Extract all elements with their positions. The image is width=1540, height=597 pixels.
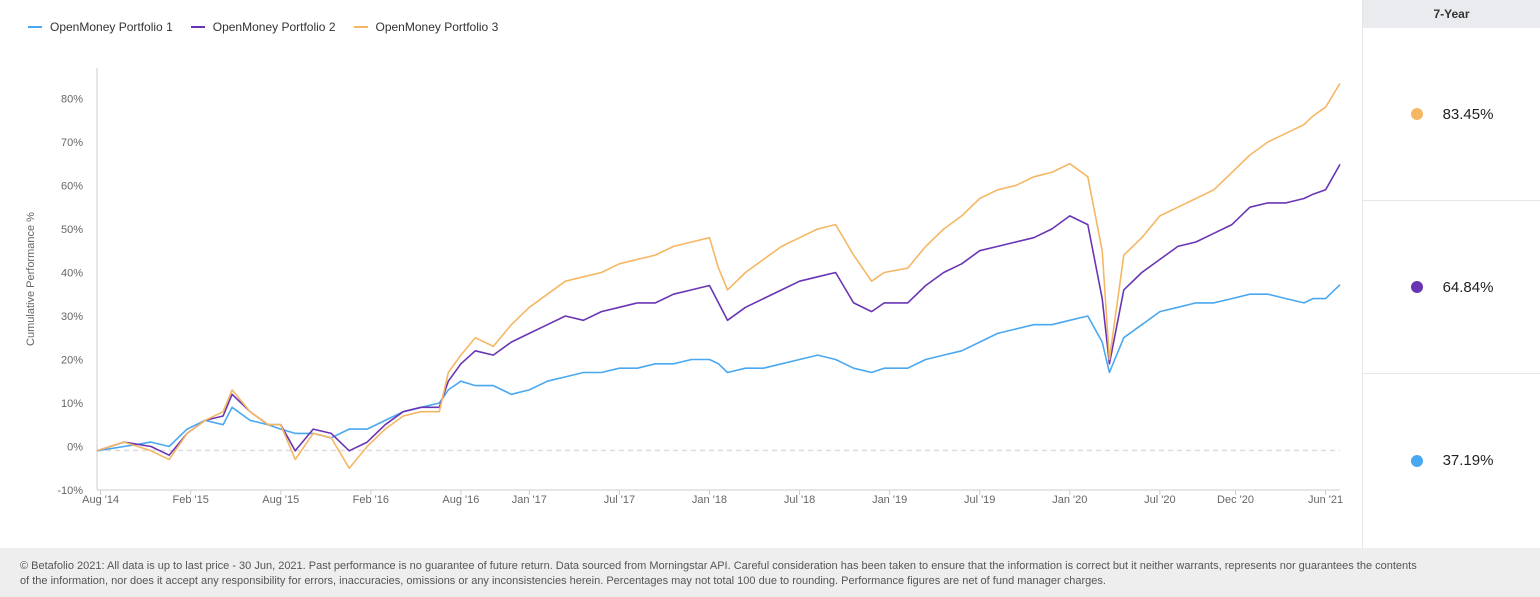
x-tick-label: Jan '20 [1052, 494, 1087, 506]
legend-label-portfolio-2: OpenMoney Portfolio 2 [212, 20, 336, 34]
y-tick-label: 80% [61, 93, 83, 105]
chart-card: OpenMoney Portfolio 1 OpenMoney Portfoli… [0, 0, 1540, 548]
legend-swatch-portfolio-3 [353, 26, 368, 28]
y-tick-label: 40% [61, 267, 83, 279]
y-tick-label: 50% [61, 224, 83, 236]
legend-swatch-portfolio-1 [28, 26, 42, 28]
return-value-portfolio-1: 37.19% [1442, 452, 1494, 469]
return-row-portfolio-1: 37.19% [1363, 374, 1540, 547]
x-tick-label: Jul '19 [964, 494, 995, 506]
x-tick-label: Feb '15 [172, 494, 208, 506]
chart-area: OpenMoney Portfolio 1 OpenMoney Portfoli… [0, 0, 1362, 548]
y-axis-title: Cumulative Performance % [25, 212, 37, 346]
y-tick-label: -10% [57, 485, 83, 497]
x-tick-label: Dec '20 [1217, 494, 1254, 506]
x-tick-label: Aug '16 [442, 494, 479, 506]
series-line-portfolio-2 [96, 164, 1341, 456]
return-row-portfolio-2: 64.84% [1363, 201, 1540, 374]
disclaimer-line-2: of the information, nor does it accept a… [20, 575, 1106, 587]
disclaimer-footer: © Betafolio 2021: All data is up to last… [20, 559, 1520, 589]
portfolio-1-dot-icon [1410, 454, 1423, 467]
x-tick-label: Aug '15 [262, 494, 299, 506]
return-value-portfolio-3: 83.45% [1442, 105, 1494, 123]
series-line-portfolio-1 [96, 284, 1341, 452]
portfolio-3-dot-icon [1410, 108, 1423, 120]
x-tick-label: Jul '20 [1144, 494, 1175, 506]
performance-line-chart[interactable]: -10% 0% 10% 20% 30% 40% 50% 60% 70% 80% Cumulative… [0, 0, 1362, 548]
x-tick-label: Jan '17 [512, 494, 547, 506]
legend-item-portfolio-1[interactable]: OpenMoney Portfolio 1 [28, 20, 173, 34]
y-tick-label: 30% [61, 311, 83, 323]
y-tick-label: 10% [61, 398, 83, 410]
x-tick-label: Jun '21 [1308, 494, 1343, 506]
x-tick-label: Aug '14 [82, 494, 119, 506]
x-tick-label: Jul '17 [604, 494, 635, 506]
legend-label-portfolio-1: OpenMoney Portfolio 1 [50, 20, 173, 34]
chart-legend: OpenMoney Portfolio 1 OpenMoney Portfoli… [28, 20, 498, 34]
y-tick-label: 60% [61, 180, 83, 192]
legend-swatch-portfolio-2 [190, 26, 205, 28]
period-header: 7-Year [1363, 0, 1540, 28]
legend-label-portfolio-3: OpenMoney Portfolio 3 [375, 20, 499, 34]
y-tick-label: 0% [67, 441, 83, 453]
series-line-portfolio-3 [96, 82, 1341, 469]
x-tick-label: Feb '16 [353, 494, 389, 506]
y-tick-label: 20% [61, 354, 83, 366]
legend-item-portfolio-2[interactable]: OpenMoney Portfolio 2 [190, 20, 336, 34]
return-value-portfolio-2: 64.84% [1442, 278, 1494, 296]
return-row-portfolio-3: 83.45% [1363, 28, 1540, 201]
legend-item-portfolio-3[interactable]: OpenMoney Portfolio 3 [353, 20, 499, 34]
period-returns-panel: 7-Year 83.45% 64.84% 37.19% [1362, 0, 1540, 548]
portfolio-2-dot-icon [1410, 281, 1423, 293]
y-tick-label: 70% [61, 137, 83, 149]
x-tick-label: Jan '19 [872, 494, 907, 506]
x-tick-label: Jul '18 [784, 494, 815, 506]
x-tick-label: Jan '18 [692, 494, 727, 506]
disclaimer-line-1: © Betafolio 2021: All data is up to last… [20, 560, 1417, 572]
